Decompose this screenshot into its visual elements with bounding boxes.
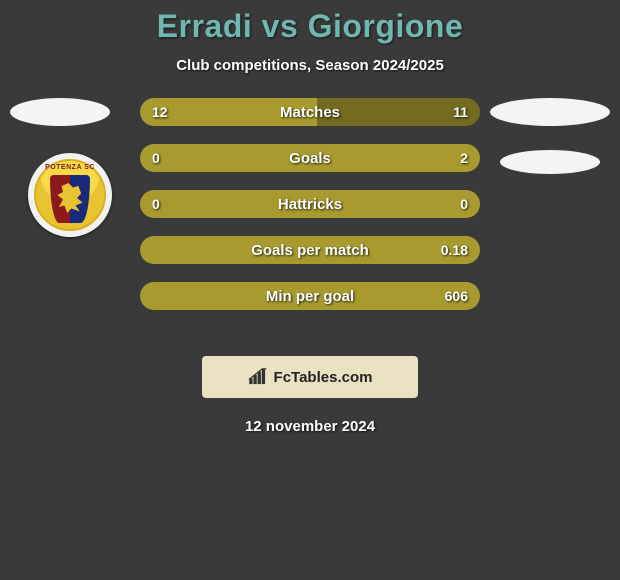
bar-value-left: 12 — [152, 98, 168, 126]
brand-text: FcTables.com — [274, 369, 373, 386]
subtitle: Club competitions, Season 2024/2025 — [0, 57, 620, 74]
decor-ellipse-left — [10, 98, 110, 126]
vs-label: vs — [262, 8, 299, 44]
date-label: 12 november 2024 — [0, 418, 620, 435]
player1-name: Erradi — [157, 8, 252, 44]
bar-label: Matches — [140, 98, 480, 126]
stat-bar: Hattricks0 0 — [140, 190, 480, 218]
bar-label: Hattricks — [140, 190, 480, 218]
stat-bars: Matches1211Goals02Hattricks00Goals per m… — [140, 98, 480, 328]
badge-shield — [50, 175, 90, 223]
bar-value-right: 2 — [460, 144, 468, 172]
bar-value-right: 11 — [453, 98, 468, 126]
decor-ellipse-right-top — [490, 98, 610, 126]
bar-value-right: 0 — [460, 190, 468, 218]
club-badge: POTENZA SC — [28, 153, 112, 237]
comparison-area: POTENZA SC Matches1211Goals02Hattricks00… — [0, 98, 620, 348]
infographic-root: Erradi vs Giorgione Club competitions, S… — [0, 0, 620, 435]
stat-bar: Goals per match0.18 — [140, 236, 480, 264]
bar-label: Goals per match — [140, 236, 480, 264]
player2-name: Giorgione — [308, 8, 464, 44]
decor-ellipse-right-mid — [500, 150, 600, 174]
bar-value-left: 0 — [152, 144, 160, 172]
badge-club-text: POTENZA SC — [36, 164, 104, 171]
stat-bar: Matches12 11 — [140, 98, 480, 126]
bar-chart-icon — [248, 368, 268, 386]
brand-box: FcTables.com — [202, 356, 418, 398]
bar-value-left: 0 — [152, 190, 160, 218]
bar-value-right: 606 — [445, 282, 468, 310]
stat-bar: Min per goal606 — [140, 282, 480, 310]
bar-label: Goals — [140, 144, 480, 172]
bar-value-right: 0.18 — [441, 236, 468, 264]
stat-bar: Goals0 2 — [140, 144, 480, 172]
badge-ring: POTENZA SC — [34, 159, 106, 231]
bar-label: Min per goal — [140, 282, 480, 310]
page-title: Erradi vs Giorgione — [0, 8, 620, 45]
